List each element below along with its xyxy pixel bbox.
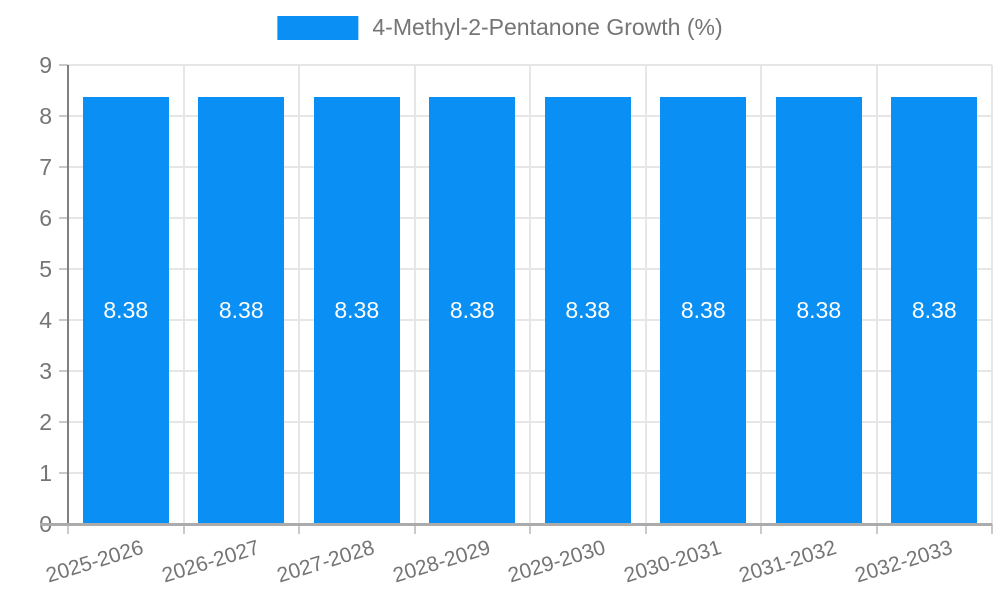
bar-value-label: 8.38 xyxy=(103,296,149,323)
y-axis-tick-label: 6 xyxy=(39,205,52,231)
x-axis-category-label: 2029-2030 xyxy=(505,536,609,588)
x-axis-tick-mark xyxy=(413,524,416,534)
y-axis-tick-label: 4 xyxy=(39,307,52,333)
legend-color-swatch-icon xyxy=(277,15,359,40)
gridline-vertical xyxy=(182,65,185,524)
y-axis-tick-label: 8 xyxy=(39,103,52,129)
x-axis-line xyxy=(40,523,992,526)
y-axis-tick-mark xyxy=(59,64,68,66)
bar-value-label: 8.38 xyxy=(796,296,842,323)
y-axis-tick-label: 1 xyxy=(39,460,52,486)
bar[interactable]: 8.38 xyxy=(660,96,747,524)
y-axis-tick-mark xyxy=(59,370,68,372)
bar-value-label: 8.38 xyxy=(218,296,264,323)
x-axis-tick-mark xyxy=(644,524,647,534)
gridline-vertical xyxy=(991,65,993,524)
x-axis-category-label: 2026-2027 xyxy=(159,536,262,588)
gridline-vertical xyxy=(875,65,878,524)
bar-value-label: 8.38 xyxy=(334,296,380,323)
gridline-vertical xyxy=(529,65,531,524)
gridline-vertical xyxy=(298,65,300,524)
bar[interactable]: 8.38 xyxy=(313,96,400,524)
x-axis-tick-mark xyxy=(182,524,185,534)
bar-value-label: 8.38 xyxy=(449,296,495,323)
y-axis-tick-label: 5 xyxy=(39,256,52,282)
y-axis-tick-label: 7 xyxy=(39,154,52,180)
bar[interactable]: 8.38 xyxy=(891,96,978,524)
x-axis-category-label: 2028-2029 xyxy=(390,536,493,588)
y-axis-tick-mark xyxy=(59,166,68,168)
x-axis-category-label: 2032-2033 xyxy=(852,536,955,588)
bar-value-label: 8.38 xyxy=(680,296,726,323)
x-axis-category-label: 2031-2032 xyxy=(736,536,840,588)
y-axis-tick-label: 3 xyxy=(39,358,52,384)
bar[interactable]: 8.38 xyxy=(429,96,516,524)
y-axis-tick-label: 2 xyxy=(39,409,52,435)
bar[interactable]: 8.38 xyxy=(82,96,169,524)
gridline-vertical xyxy=(760,65,762,524)
gridline-vertical xyxy=(413,65,416,524)
x-axis-category-label: 2027-2028 xyxy=(274,536,378,588)
bar[interactable]: 8.38 xyxy=(198,96,285,524)
bar-value-label: 8.38 xyxy=(911,296,957,323)
x-axis-tick-mark xyxy=(298,524,300,534)
gridline-vertical xyxy=(644,65,647,524)
y-axis-tick-mark xyxy=(59,115,68,117)
y-axis-tick-label: 9 xyxy=(39,52,52,78)
x-axis-tick-mark xyxy=(67,524,69,534)
chart-legend[interactable]: 4-Methyl-2-Pentanone Growth (%) xyxy=(277,14,723,41)
x-axis-category-label: 2030-2031 xyxy=(621,536,724,588)
y-axis-tick-mark xyxy=(59,268,68,270)
y-axis-tick-mark xyxy=(59,217,68,219)
y-axis-tick-mark xyxy=(59,319,68,321)
x-axis-tick-mark xyxy=(529,524,531,534)
bar[interactable]: 8.38 xyxy=(544,96,631,524)
y-axis-tick-mark xyxy=(59,421,68,423)
x-axis-category-label: 2025-2026 xyxy=(43,536,147,588)
y-axis-line xyxy=(67,65,69,525)
x-axis-tick-mark xyxy=(875,524,878,534)
x-axis-tick-mark xyxy=(760,524,762,534)
x-axis-tick-mark xyxy=(991,524,993,534)
legend-series-label: 4-Methyl-2-Pentanone Growth (%) xyxy=(372,14,723,40)
bar[interactable]: 8.38 xyxy=(775,96,862,524)
y-axis-tick-mark xyxy=(59,472,68,474)
bar-value-label: 8.38 xyxy=(565,296,611,323)
